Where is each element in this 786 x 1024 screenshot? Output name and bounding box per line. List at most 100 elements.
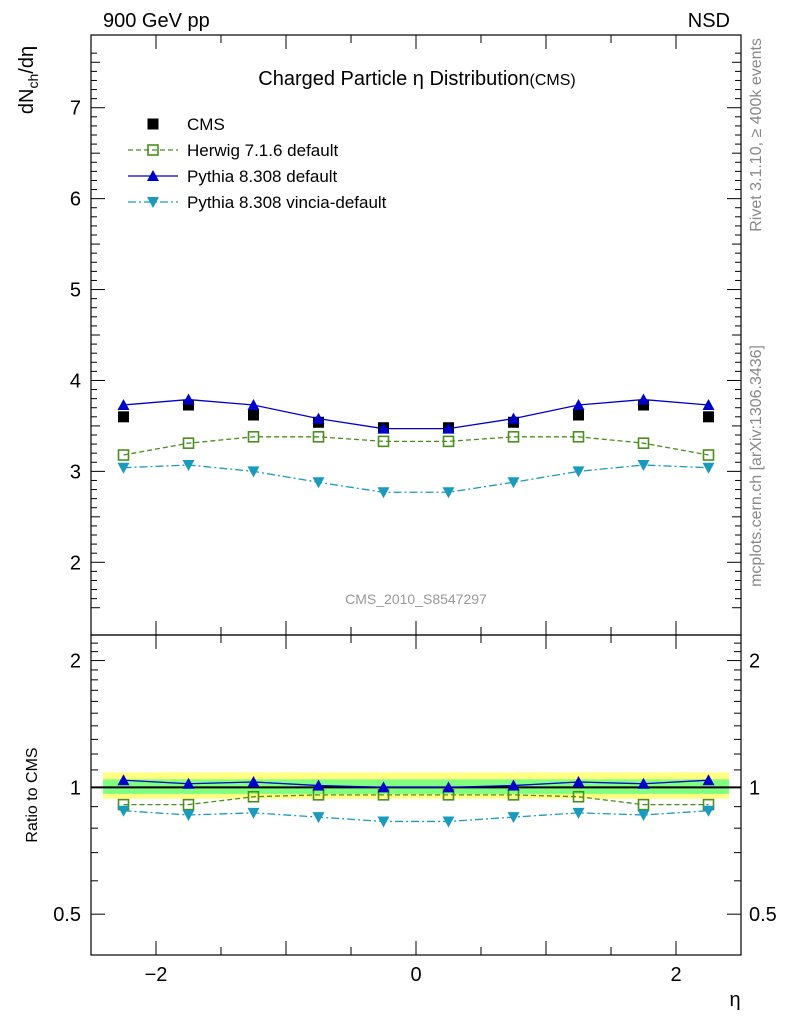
- point-pythia-8-308-vincia-default: [312, 477, 325, 489]
- series-line-herwig-7-1-6-default: [123, 436, 709, 456]
- main-y-tick-label: 7: [70, 98, 81, 120]
- legend-marker: [147, 197, 159, 208]
- ratio-line-herwig-7-1-6-default: [123, 794, 709, 806]
- x-tick-label: 0: [410, 964, 421, 986]
- point-cms: [248, 409, 259, 421]
- series-line-pythia-8-308-vincia-default: [123, 464, 709, 493]
- x-axis-label: η: [729, 989, 740, 1011]
- point-pythia-8-308-default: [702, 399, 715, 410]
- ratio-y-tick-label-right: 1: [749, 777, 760, 799]
- point-pythia-8-308-vincia-default: [182, 460, 195, 471]
- ratio-point-pythia-8-308-default: [572, 775, 585, 787]
- ratio-point-pythia-8-308-default: [377, 781, 390, 793]
- legend-marker: [147, 170, 159, 181]
- ratio-point-pythia-8-308-default: [637, 777, 650, 789]
- ratio-point-pythia-8-308-default: [442, 781, 455, 793]
- legend: CMS Herwig 7.1.6 default Pythia 8.308 defa…: [128, 115, 387, 212]
- ratio-y-tick-label: 1: [70, 777, 81, 799]
- ratio-point-pythia-8-308-vincia-default: [182, 809, 195, 821]
- point-herwig-7-1-6-default: [702, 449, 715, 461]
- ratio-point-pythia-8-308-vincia-default: [507, 812, 520, 824]
- point-pythia-8-308-default: [637, 393, 650, 405]
- point-cms: [573, 409, 584, 421]
- ratio-point-pythia-8-308-vincia-default: [247, 807, 260, 819]
- point-pythia-8-308-default: [442, 422, 455, 434]
- point-herwig-7-1-6-default: [507, 431, 520, 443]
- point-pythia-8-308-default: [377, 422, 390, 434]
- energy-label: 900 GeV pp: [103, 10, 210, 32]
- process-label: NSD: [688, 10, 730, 32]
- point-pythia-8-308-vincia-default: [507, 477, 520, 489]
- ratio-point-pythia-8-308-default: [312, 779, 325, 791]
- ratio-point-herwig-7-1-6-default: [247, 790, 260, 803]
- ratio-point-pythia-8-308-default: [247, 775, 260, 787]
- point-pythia-8-308-default: [572, 399, 585, 410]
- point-pythia-8-308-default: [182, 393, 195, 405]
- ratio-point-pythia-8-308-default: [702, 774, 715, 786]
- series-line-pythia-8-308-default: [123, 398, 709, 430]
- x-tick-label: 2: [670, 964, 681, 986]
- main-y-tick-label: 5: [70, 280, 81, 302]
- point-pythia-8-308-vincia-default: [572, 466, 585, 478]
- point-pythia-8-308-vincia-default: [117, 462, 130, 474]
- title-suffix: (CMS): [530, 72, 576, 89]
- ratio-point-herwig-7-1-6-default: [572, 790, 585, 803]
- point-pythia-8-308-vincia-default: [247, 466, 260, 478]
- point-herwig-7-1-6-default: [572, 431, 585, 443]
- x-tick-label: −2: [145, 964, 168, 986]
- point-pythia-8-308-default: [247, 399, 260, 410]
- ratio-plot-area: −2 0 2 0.5 0.5 1 1 2 2: [53, 634, 777, 986]
- point-herwig-7-1-6-default: [637, 437, 650, 449]
- point-pythia-8-308-vincia-default: [442, 487, 455, 499]
- main-plot-area: 2 3 4 5 6 7: [70, 34, 742, 636]
- ratio-y-tick-label: 2: [70, 651, 81, 673]
- point-herwig-7-1-6-default: [117, 449, 130, 461]
- main-y-tick-label: 3: [70, 461, 81, 483]
- ratio-y-tick-label-right: 0.5: [749, 904, 777, 926]
- point-pythia-8-308-default: [312, 412, 325, 424]
- ratio-point-pythia-8-308-vincia-default: [377, 816, 390, 828]
- ratio-line-pythia-8-308-default: [123, 779, 709, 789]
- point-herwig-7-1-6-default: [377, 435, 390, 448]
- legend-label: Pythia 8.308 default: [187, 167, 338, 186]
- analysis-watermark: CMS_2010_S8547297: [345, 591, 487, 607]
- ratio-point-pythia-8-308-default: [507, 779, 520, 791]
- ratio-ylabel: Ratio to CMS: [24, 747, 41, 842]
- point-pythia-8-308-default: [117, 399, 130, 410]
- ratio-point-pythia-8-308-vincia-default: [442, 816, 455, 828]
- ratio-point-pythia-8-308-default: [182, 777, 195, 789]
- main-y-tick-label: 6: [70, 189, 81, 211]
- point-cms: [638, 399, 649, 411]
- point-herwig-7-1-6-default: [442, 435, 455, 448]
- ratio-y-tick-label: 0.5: [53, 904, 81, 926]
- point-pythia-8-308-default: [507, 412, 520, 424]
- mcplots-label: mcplots.cern.ch [arXiv:1306.3436]: [748, 345, 765, 587]
- point-pythia-8-308-vincia-default: [637, 460, 650, 471]
- ratio-y-tick-label-right: 2: [749, 651, 760, 673]
- ratio-point-pythia-8-308-vincia-default: [637, 809, 650, 821]
- ratio-point-pythia-8-308-vincia-default: [572, 807, 585, 819]
- ratio-point-pythia-8-308-default: [117, 774, 130, 786]
- point-pythia-8-308-vincia-default: [702, 462, 715, 474]
- title-main: Charged Particle η Distribution: [258, 68, 529, 90]
- point-cms: [703, 411, 714, 423]
- ratio-line-pythia-8-308-vincia-default: [123, 810, 709, 823]
- point-herwig-7-1-6-default: [182, 437, 195, 449]
- point-cms: [183, 399, 194, 411]
- point-herwig-7-1-6-default: [247, 431, 260, 443]
- point-herwig-7-1-6-default: [312, 431, 325, 443]
- legend-label: Pythia 8.308 vincia-default: [187, 193, 387, 212]
- rivet-label: Rivet 3.1.10, ≥ 400k events: [748, 38, 765, 232]
- ratio-point-herwig-7-1-6-default: [637, 798, 650, 811]
- chart-title: Charged Particle η Distribution(CMS): [258, 68, 575, 90]
- main-ylabel: dNch/dη: [16, 46, 41, 114]
- legend-label: CMS: [187, 115, 225, 134]
- ratio-point-pythia-8-308-vincia-default: [702, 805, 715, 817]
- point-pythia-8-308-vincia-default: [377, 487, 390, 499]
- ratio-point-pythia-8-308-vincia-default: [312, 812, 325, 824]
- main-y-tick-label: 2: [70, 552, 81, 574]
- legend-marker: [147, 118, 159, 130]
- ratio-point-herwig-7-1-6-default: [182, 798, 195, 811]
- legend-label: Herwig 7.1.6 default: [187, 141, 338, 160]
